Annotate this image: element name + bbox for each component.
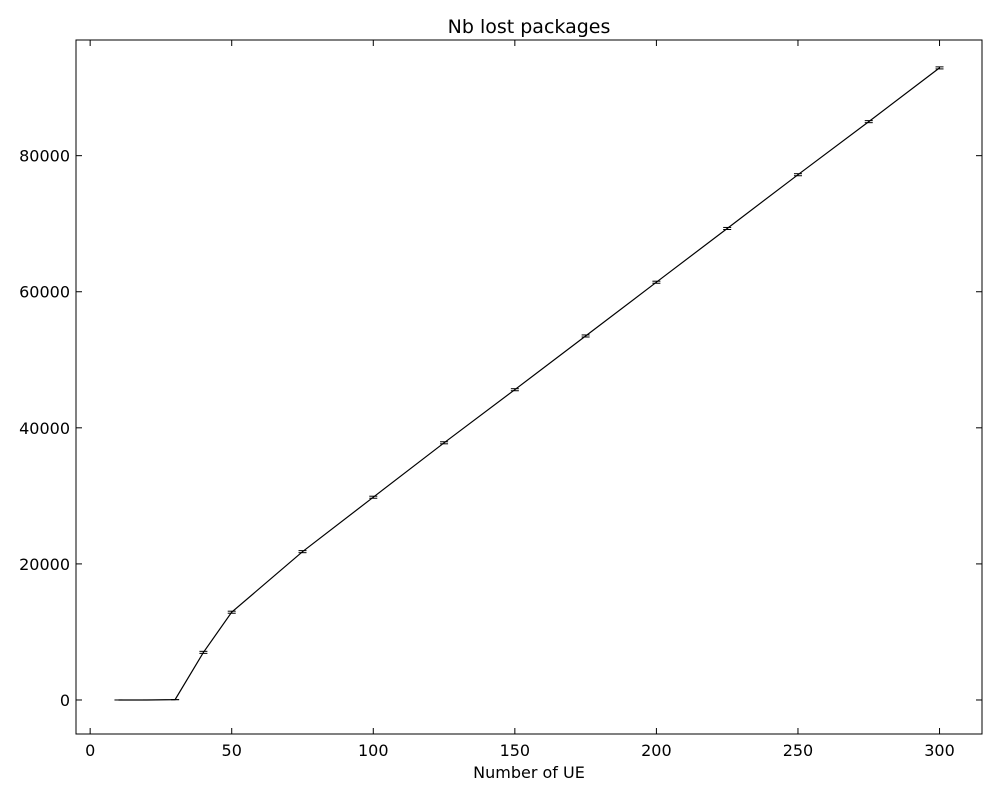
- y-tick-label: 80000: [19, 147, 70, 166]
- x-tick-label: 50: [222, 741, 242, 760]
- x-tick-label: 100: [358, 741, 389, 760]
- x-tick-label: 150: [500, 741, 531, 760]
- x-axis-label: Number of UE: [473, 763, 585, 782]
- chart-title: Nb lost packages: [448, 16, 611, 38]
- plot-area: 0 50 100 150 200 250 300 0 20000 40000 60000 80000: [19, 39, 983, 760]
- x-tick-label: 250: [783, 741, 814, 760]
- y-tick-label: 20000: [19, 555, 70, 574]
- y-tick-label: 0: [60, 691, 70, 710]
- x-tick-label: 0: [85, 741, 95, 760]
- y-tick-label: 60000: [19, 283, 70, 302]
- series-line: [118, 67, 940, 701]
- plot-frame: [75, 39, 983, 735]
- y-tick-label: 40000: [19, 419, 70, 438]
- x-tick-label: 300: [924, 741, 955, 760]
- x-tick-label: 200: [641, 741, 672, 760]
